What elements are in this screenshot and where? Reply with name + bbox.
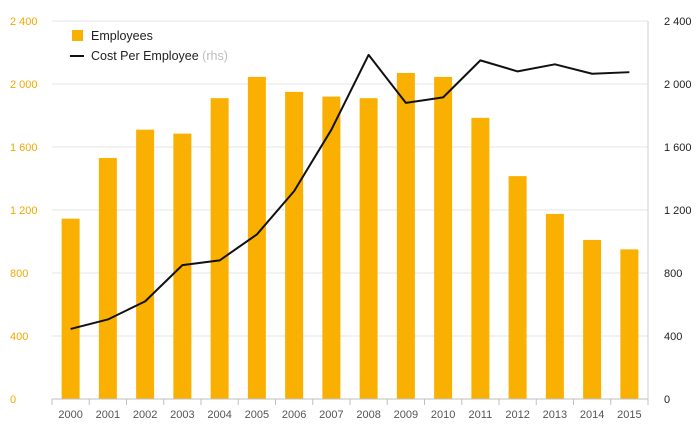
y-tick-right: 1 200 — [664, 205, 692, 217]
bar-employees — [98, 158, 117, 399]
bar-employees — [396, 72, 415, 399]
bar-employees — [471, 117, 490, 400]
x-tick-label: 2015 — [617, 409, 641, 421]
y-tick-left: 800 — [10, 268, 28, 280]
y-tick-right: 0 — [664, 394, 670, 406]
y-tick-left: 1 600 — [10, 142, 38, 154]
bar-employees — [247, 76, 266, 399]
bar-employees — [620, 249, 639, 399]
legend-label-cost: Cost Per Employee (rhs) — [91, 49, 228, 63]
x-tick-label: 2002 — [133, 409, 157, 421]
x-tick-label: 2005 — [245, 409, 269, 421]
line-cost-per-employee — [70, 53, 630, 330]
bar-employees — [210, 98, 229, 400]
bar-employees — [136, 129, 155, 400]
bar-employees — [61, 218, 80, 399]
x-tick-label: 2012 — [505, 409, 529, 421]
y-tick-right: 1 600 — [664, 142, 692, 154]
y-tick-right: 800 — [664, 268, 682, 280]
x-tick-label: 2001 — [96, 409, 120, 421]
x-tick-label: 2006 — [282, 409, 306, 421]
y-tick-left: 2 000 — [10, 79, 38, 91]
y-tick-left: 1 200 — [10, 205, 38, 217]
legend-swatch-employees — [72, 30, 83, 41]
bar-employees — [508, 176, 527, 399]
axes: 0 0 400 400 800 800 1 200 1 200 1 600 1 600 2 000 2… — [10, 16, 692, 421]
x-tick-label: 2004 — [207, 409, 231, 421]
legend-label-employees: Employees — [91, 29, 153, 43]
y-tick-right: 2 400 — [664, 16, 692, 28]
legend: Employees Cost Per Employee (rhs) — [70, 29, 228, 63]
x-tick-label: 2007 — [319, 409, 343, 421]
legend-label-rhs: (rhs) — [202, 49, 228, 63]
x-tick-label: 2014 — [580, 409, 604, 421]
x-tick-label: 2000 — [58, 409, 82, 421]
employees-bars — [61, 72, 639, 400]
bar-employees — [434, 76, 453, 399]
y-tick-left: 2 400 — [10, 16, 38, 28]
bar-employees — [322, 96, 341, 399]
y-tick-right: 2 000 — [664, 79, 692, 91]
cost-per-employee-line — [70, 53, 630, 330]
bar-employees — [545, 213, 564, 399]
x-tick-label: 2010 — [431, 409, 455, 421]
bar-employees — [583, 239, 602, 399]
bar-employees — [359, 98, 378, 400]
y-tick-right: 400 — [664, 331, 682, 343]
x-tick-label: 2008 — [356, 409, 380, 421]
x-tick-label: 2011 — [469, 409, 493, 421]
y-tick-left: 0 — [10, 394, 16, 406]
x-tick-label: 2013 — [543, 409, 567, 421]
x-tick-label: 2009 — [394, 409, 418, 421]
bar-employees — [285, 91, 304, 399]
x-tick-label: 2003 — [170, 409, 194, 421]
y-tick-left: 400 — [10, 331, 28, 343]
